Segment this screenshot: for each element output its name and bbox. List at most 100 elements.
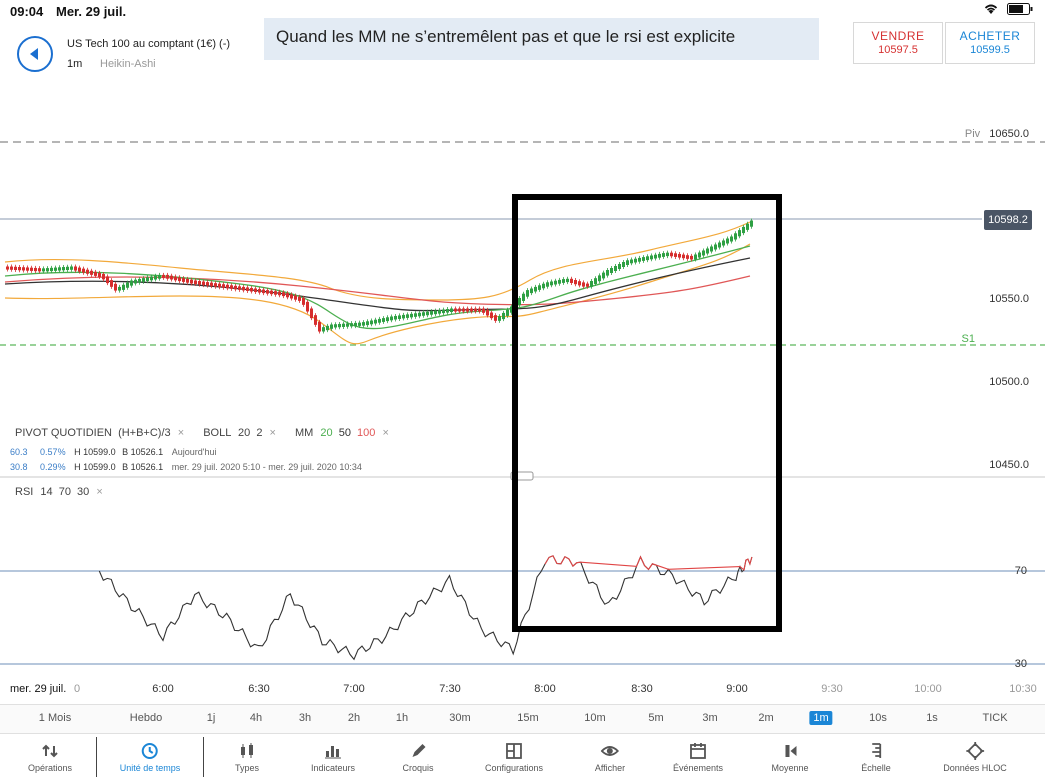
toolbar-types-button[interactable]: Types xyxy=(235,735,259,779)
candle-body xyxy=(370,320,373,325)
candle-body xyxy=(378,318,381,323)
candle-body xyxy=(58,267,61,271)
candle-body xyxy=(546,282,549,287)
toolbar-display-button[interactable]: Afficher xyxy=(595,735,625,779)
toolbar-label: Opérations xyxy=(27,762,73,773)
candle-body xyxy=(702,250,705,256)
candle-body xyxy=(422,312,425,316)
timeframe-10m[interactable]: 10m xyxy=(584,712,606,724)
mm-label[interactable]: MM xyxy=(295,427,314,439)
candle-body xyxy=(322,327,325,332)
candle-body xyxy=(306,301,309,312)
piv-axis-label: Piv 10650.0 xyxy=(965,128,1029,140)
piv-text: Piv xyxy=(964,128,981,140)
x-tick-label: 10:00 xyxy=(914,683,942,695)
toolbar-sketch-button[interactable]: Croquis xyxy=(402,735,434,779)
ma100-line xyxy=(4,275,751,306)
candle-body xyxy=(246,287,249,291)
buy-button[interactable]: ACHETER 10599.5 xyxy=(945,22,1035,64)
candle-body xyxy=(594,278,597,284)
timeframe-10s[interactable]: 10s xyxy=(869,712,887,724)
candle-body xyxy=(454,308,457,312)
row1-range: Aujourd'hui xyxy=(171,447,217,457)
candle-body xyxy=(678,253,681,258)
timeframe-1m[interactable]: 1m xyxy=(809,711,833,725)
candle-body xyxy=(434,310,437,315)
timeframe-5m[interactable]: 5m xyxy=(648,712,664,724)
chart-type-label: Heikin-Ashi xyxy=(100,58,156,70)
timeframe-15m[interactable]: 15m xyxy=(517,712,539,724)
rsi-70-label: 70 xyxy=(1014,565,1027,577)
boll-label[interactable]: BOLL xyxy=(203,427,231,439)
mm2-value: 50 xyxy=(338,427,351,439)
toolbar-average-button[interactable]: Moyenne xyxy=(771,735,809,779)
timeframe-1s[interactable]: 1s xyxy=(926,712,938,724)
candle-body xyxy=(214,283,217,287)
rsi-legend: RSI 14 70 30 × xyxy=(15,486,103,498)
toolbar-time-unit-button[interactable]: Unité de temps xyxy=(120,735,180,779)
pencil-icon xyxy=(411,743,425,757)
candle-body xyxy=(522,293,525,301)
candlestick-icon xyxy=(240,742,253,758)
candle-body xyxy=(506,309,509,316)
timeframe-2m[interactable]: 2m xyxy=(758,712,774,724)
candle-body xyxy=(710,246,713,252)
toolbar-indicators-button[interactable]: Indicateurs xyxy=(311,735,355,779)
candle-body xyxy=(102,273,105,280)
toolbar-operations-button[interactable]: Opérations xyxy=(28,735,72,779)
timeframe-hebdo[interactable]: Hebdo xyxy=(129,712,163,724)
sell-button[interactable]: VENDRE 10597.5 xyxy=(853,22,943,64)
timeframe-1-mois[interactable]: 1 Mois xyxy=(38,712,72,724)
toolbar-configurations-button[interactable]: Configurations xyxy=(485,735,543,779)
timeframe-1h[interactable]: 1h xyxy=(395,712,409,724)
timeframe-4h[interactable]: 4h xyxy=(249,712,263,724)
candle-body xyxy=(742,226,745,234)
candle-body xyxy=(82,268,85,273)
candle-body xyxy=(90,270,93,275)
candle-body xyxy=(550,281,553,286)
timeframe-3m[interactable]: 3m xyxy=(702,712,718,724)
remove-boll-button[interactable]: × xyxy=(269,427,276,439)
candle-body xyxy=(722,240,725,246)
candle-body xyxy=(690,255,693,260)
candle-body xyxy=(94,271,97,276)
rsi-label[interactable]: RSI xyxy=(15,486,34,498)
back-button[interactable] xyxy=(17,36,53,72)
candle-body xyxy=(282,292,285,297)
price-10500: 10500.0 xyxy=(989,376,1029,388)
candle-body xyxy=(730,236,733,242)
chart-canvas[interactable] xyxy=(0,0,1045,704)
candle-body xyxy=(26,267,29,271)
timeframe-2h[interactable]: 2h xyxy=(347,712,361,724)
toolbar-hloc-data-button[interactable]: Données HLOC xyxy=(943,735,1007,779)
remove-mm-button[interactable]: × xyxy=(382,427,389,439)
timeframe-30m[interactable]: 30m xyxy=(449,712,471,724)
candle-body xyxy=(542,283,545,289)
toolbar-events-button[interactable]: Événements xyxy=(673,735,723,779)
candle-body xyxy=(462,308,465,312)
candle-body xyxy=(458,308,461,312)
candle-body xyxy=(266,290,269,294)
timeframe-tick[interactable]: TICK xyxy=(982,712,1008,724)
remove-pivot-button[interactable]: × xyxy=(177,427,185,439)
timeframe-1j[interactable]: 1j xyxy=(206,712,216,724)
timeframe-3h[interactable]: 3h xyxy=(298,712,312,724)
instrument-title[interactable]: US Tech 100 au comptant (1€) (-) xyxy=(67,38,231,50)
candle-body xyxy=(682,254,685,259)
candle-body xyxy=(134,279,137,284)
candle-body xyxy=(382,318,385,322)
candle-body xyxy=(366,321,369,326)
remove-rsi-button[interactable]: × xyxy=(96,486,103,498)
candle-body xyxy=(290,294,293,299)
candle-body xyxy=(438,310,441,314)
toolbar-scale-button[interactable]: Échelle xyxy=(861,735,891,779)
status-time: 09:04 xyxy=(10,4,44,19)
bollinger-lower xyxy=(4,243,751,345)
status-date: Mer. 29 juil. xyxy=(56,4,127,19)
candle-body xyxy=(186,278,189,283)
pivot-label[interactable]: PIVOT xyxy=(15,427,48,439)
candle-body xyxy=(182,278,185,282)
candle-body xyxy=(402,314,405,319)
candle-body xyxy=(498,316,501,321)
candle-body xyxy=(42,268,45,272)
